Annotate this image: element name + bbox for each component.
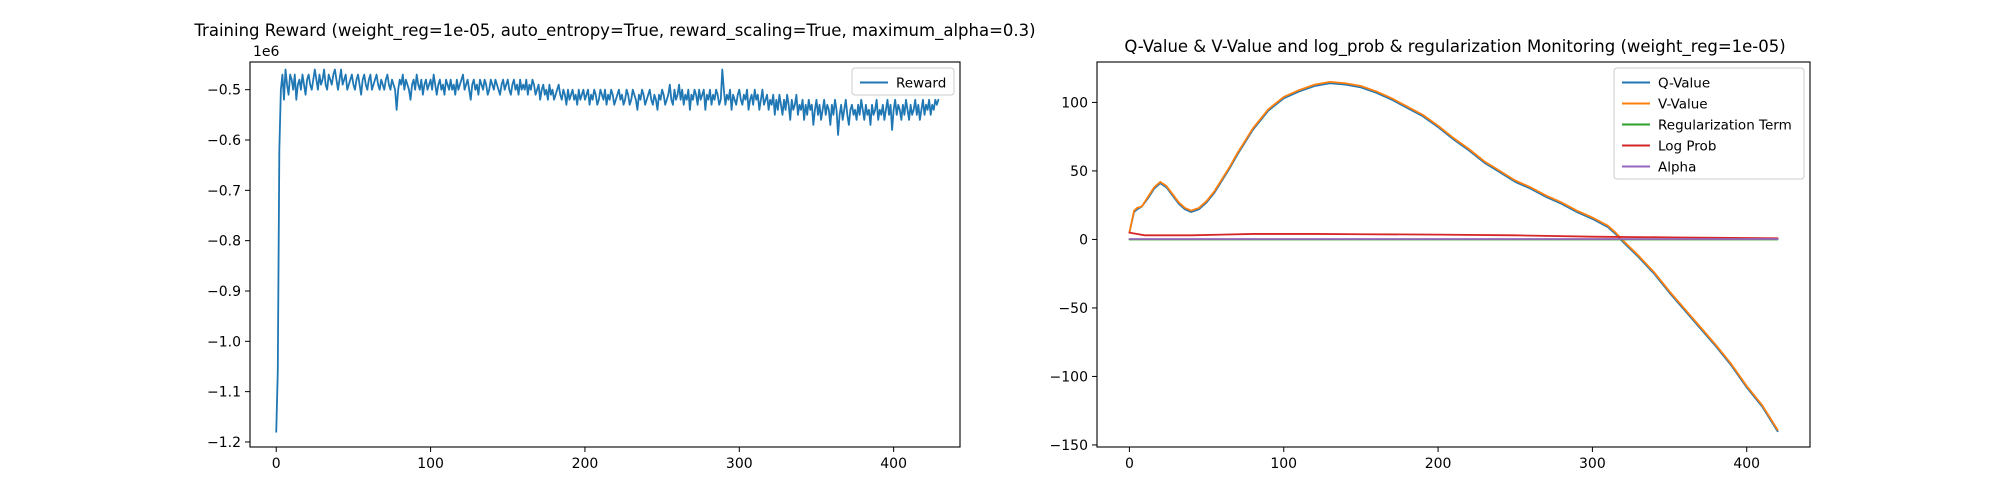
reward-chart-ytick-label: −0.9: [207, 284, 241, 300]
reward-chart-xtick-label: 100: [417, 456, 444, 472]
qv-monitoring-chart-title: Q-Value & V-Value and log_prob & regular…: [1124, 37, 1785, 57]
reward-chart-ytick-label: −0.7: [207, 183, 241, 199]
reward-chart-legend-box: [851, 67, 955, 96]
qv-monitoring-chart-legend-label-alpha: Alpha: [1658, 160, 1696, 176]
reward-chart-title: Training Reward (weight_reg=1e-05, auto_…: [193, 21, 1035, 41]
qv-monitoring-chart-legend-label-v-value: V-Value: [1658, 97, 1708, 113]
qv-monitoring-chart-legend-label-q-value: Q-Value: [1658, 76, 1710, 92]
qv-monitoring-chart-plot: 0 100 200 300 400 100 50 0 −50 −100 −150: [1050, 80, 1779, 472]
qv-monitoring-chart-legend: Q-Value V-Value Regularization Term Log Pro…: [1613, 67, 1805, 180]
reward-chart-ytick-label: −0.8: [207, 234, 241, 250]
qv-monitoring-chart-xtick-label: 100: [1270, 456, 1297, 472]
reward-chart-plot: 0 100 200 300 400 −0.5 −0.6 −0.7 −0.8 −0.9 −1.0 −1.…: [207, 68, 940, 472]
qv-monitoring-chart-legend-box: [1613, 67, 1805, 180]
qv-monitoring-chart-series-v-value: [1128, 80, 1779, 431]
reward-chart-series-reward: [275, 68, 940, 433]
reward-chart-ytick-label: −1.1: [207, 385, 241, 401]
qv-monitoring-chart-ytick-label: 0: [1079, 232, 1088, 248]
qv-monitoring-chart: Q-Value & V-Value and log_prob & regular…: [1050, 37, 1811, 472]
reward-chart-xtick-label: 200: [572, 456, 599, 472]
reward-chart: Training Reward (weight_reg=1e-05, auto_…: [193, 21, 1035, 472]
reward-chart-ytick-label: −0.6: [207, 133, 241, 149]
qv-monitoring-chart-ytick-label: 100: [1061, 95, 1088, 111]
reward-chart-xtick-label: 300: [726, 456, 753, 472]
reward-chart-legend-label-reward: Reward: [896, 76, 946, 92]
qv-monitoring-chart-ytick-label: −50: [1058, 301, 1088, 317]
qv-monitoring-chart-legend-label-regularization-term: Regularization Term: [1658, 118, 1792, 134]
reward-chart-xtick-label: 400: [880, 456, 907, 472]
reward-chart-frame: [249, 61, 961, 448]
reward-chart-ytick-label: −0.5: [207, 83, 241, 99]
reward-chart-offset-label: 1e6: [253, 44, 280, 60]
qv-monitoring-chart-ytick-label: −100: [1050, 369, 1088, 385]
qv-monitoring-chart-frame: [1096, 61, 1811, 448]
qv-monitoring-chart-ytick-label: −150: [1050, 438, 1088, 454]
reward-chart-ytick-label: −1.0: [207, 334, 241, 350]
qv-monitoring-chart-xtick-label: 400: [1733, 456, 1760, 472]
reward-chart-legend: Reward: [851, 67, 955, 96]
qv-monitoring-chart-xtick-label: 0: [1125, 456, 1134, 472]
reward-chart-xtick-label: 0: [272, 456, 281, 472]
qv-monitoring-chart-legend-label-log-prob: Log Prob: [1658, 139, 1716, 155]
qv-monitoring-chart-ytick-label: 50: [1070, 164, 1088, 180]
qv-monitoring-chart-series-log-prob: [1128, 231, 1779, 240]
qv-monitoring-chart-xtick-label: 200: [1425, 456, 1452, 472]
qv-monitoring-chart-xtick-label: 300: [1579, 456, 1606, 472]
reward-chart-ytick-label: −1.2: [207, 435, 241, 451]
